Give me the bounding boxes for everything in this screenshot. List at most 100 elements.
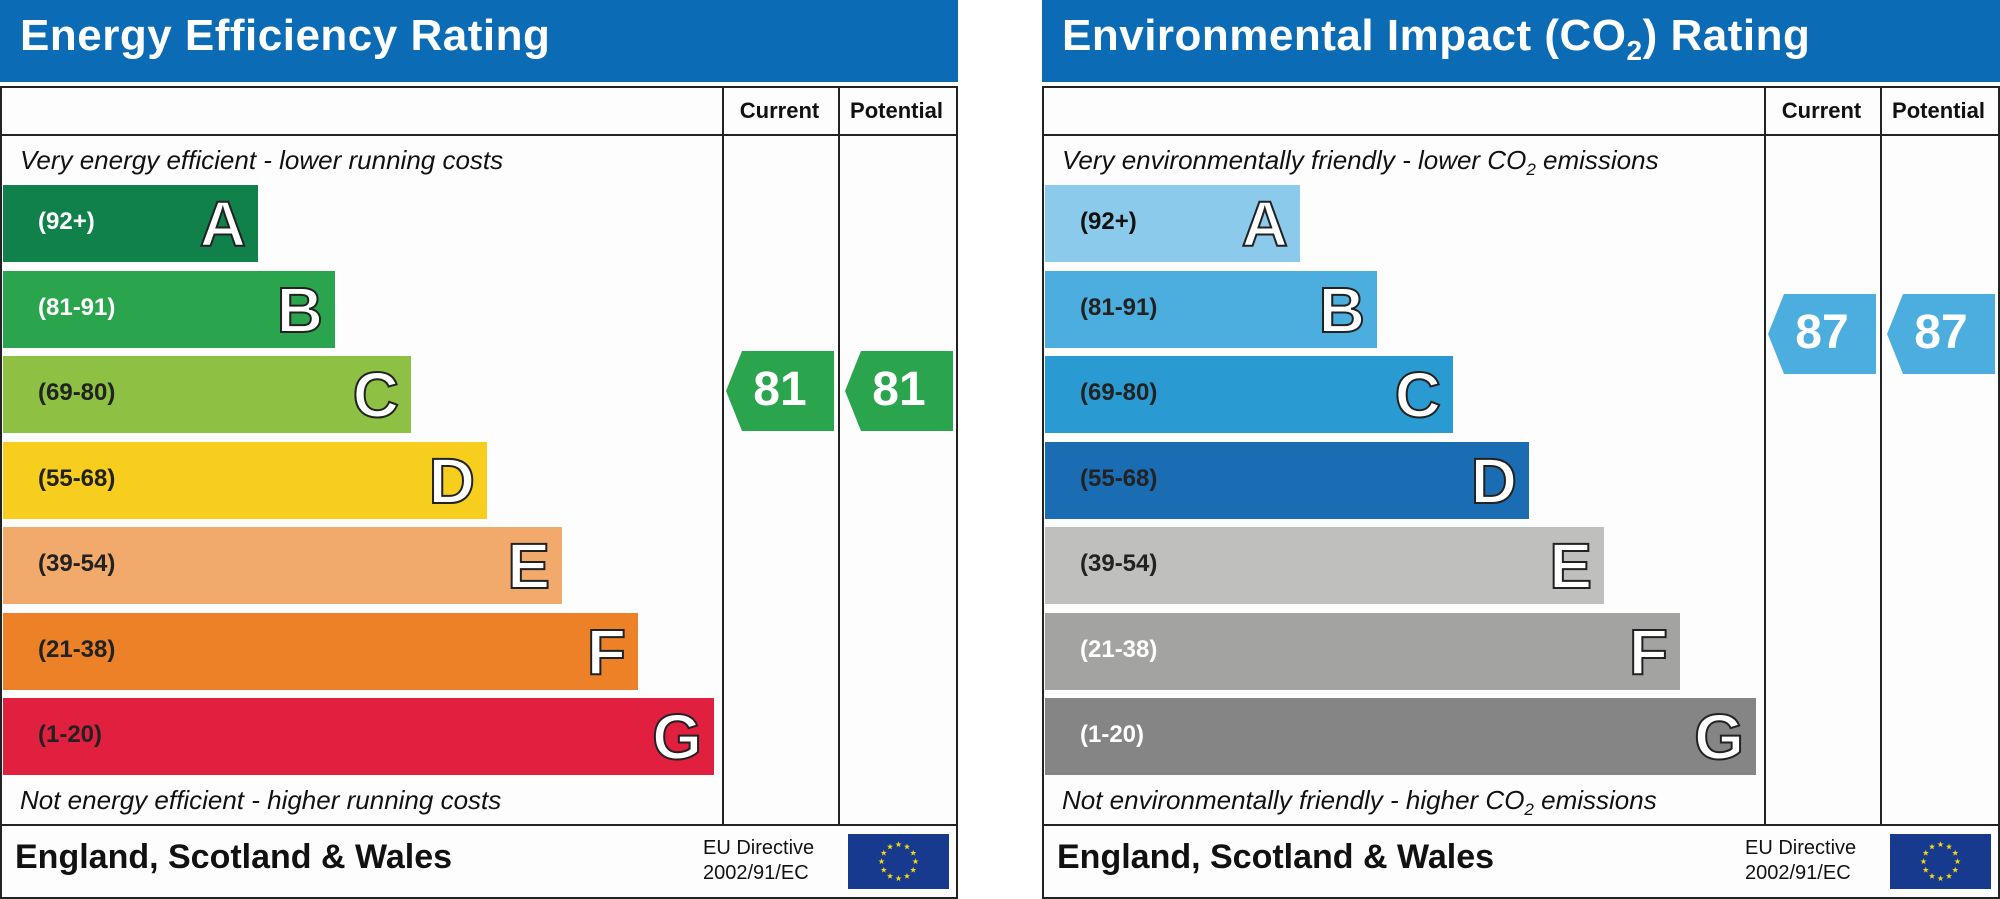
eu-flag-icon	[848, 834, 949, 889]
band-letter: F	[586, 615, 627, 689]
eu-star-icon	[903, 843, 911, 850]
band-letter: B	[276, 273, 324, 347]
band-range-label: (21-38)	[38, 635, 116, 663]
band-letter: C	[352, 358, 400, 432]
band-range-label: (69-80)	[1080, 379, 1158, 406]
eu-star-icon	[878, 858, 885, 865]
band-letter: B	[1318, 273, 1366, 347]
column-header-current: Current	[739, 98, 820, 123]
potential-rating-arrow: 81	[845, 351, 953, 431]
band-d: (55-68) D	[1045, 441, 1529, 519]
eu-star-icon	[1928, 873, 1936, 879]
band-letter: A	[1241, 187, 1289, 261]
band-b: (81-91) B	[1045, 270, 1377, 348]
band-e: (39-54) E	[3, 527, 562, 604]
eu-star-icon	[886, 873, 894, 879]
column-divider	[1880, 86, 1882, 826]
column-header-potential: Potential	[1892, 98, 1985, 123]
potential-rating-value: 87	[1914, 305, 1968, 359]
current-rating-arrow: 81	[726, 351, 834, 431]
band-letter: F	[1628, 615, 1669, 689]
eu-star-icon	[1945, 873, 1953, 879]
bottom-caption: Not environmentally friendly - higher CO…	[1062, 785, 1657, 820]
eu-directive-line1: EU Directive	[1745, 837, 1857, 859]
band-letter: C	[1394, 358, 1442, 432]
title-subscript: 2	[1626, 34, 1643, 66]
potential-rating-value: 81	[872, 363, 926, 416]
eu-star-icon	[1920, 858, 1927, 865]
eu-star-icon	[1937, 841, 1944, 848]
band-letter: E	[1548, 529, 1593, 603]
caption-text: Very environmentally friendly - lower CO	[1062, 145, 1527, 175]
band-f: (21-38) F	[3, 612, 638, 690]
band-e: (39-54) E	[1045, 527, 1604, 604]
band-c: (69-80) C	[1045, 356, 1453, 433]
caption-subscript: 2	[1526, 160, 1536, 180]
rating-arrow-shape	[1768, 293, 1876, 374]
band-range-label: (55-68)	[1080, 464, 1158, 492]
panel-header: Environmental Impact (CO2) Rating	[1042, 0, 2000, 82]
rating-arrow-shape	[845, 351, 953, 431]
band-letter: D	[1470, 444, 1518, 518]
band-c: (69-80) C	[3, 356, 411, 433]
caption-text-suffix: emissions	[1535, 145, 1659, 175]
eu-star-icon	[1954, 858, 1961, 865]
band-range-label: (39-54)	[38, 550, 116, 577]
band-letter: A	[199, 187, 247, 261]
band-letter: G	[651, 700, 703, 774]
eu-directive-text: EU Directive 2002/91/EC	[703, 836, 814, 886]
eu-star-icon	[886, 843, 894, 850]
band-a: (92+) A	[3, 185, 258, 262]
band-g: (1-20) G	[1045, 698, 1756, 775]
eu-directive-line1: EU Directive	[703, 837, 815, 859]
eu-star-icon	[1922, 866, 1929, 873]
caption-text-suffix: emissions	[1533, 785, 1657, 815]
eu-star-icon	[1952, 849, 1959, 856]
band-range-label: (1-20)	[38, 721, 103, 748]
band-range-label: (1-20)	[1080, 721, 1145, 748]
rating-arrow-shape	[1887, 293, 1995, 374]
band-range-label: (21-38)	[1080, 635, 1158, 663]
band-f: (21-38) F	[1045, 612, 1680, 690]
chart-title: Environmental Impact (CO2) Rating	[1062, 11, 1810, 67]
footer-region: England, Scotland & Wales	[15, 838, 453, 876]
column-divider	[722, 86, 724, 826]
band-letter: G	[1693, 700, 1745, 774]
top-caption: Very energy efficient - lower running co…	[20, 145, 504, 175]
footer-divider	[1042, 824, 2000, 826]
caption-text: Not environmentally friendly - higher CO	[1062, 785, 1525, 815]
current-rating-value: 81	[753, 363, 807, 416]
eu-star-icon	[910, 866, 917, 873]
band-range-label: (92+)	[38, 208, 95, 235]
eu-star-icon	[1952, 866, 1959, 873]
band-range-label: (81-91)	[38, 293, 116, 321]
current-rating-value: 87	[1795, 305, 1849, 359]
eu-star-icon	[1922, 849, 1929, 856]
footer-region: England, Scotland & Wales	[1057, 838, 1495, 876]
eu-star-icon	[895, 875, 902, 882]
header-divider	[0, 134, 958, 136]
eu-star-icon	[880, 849, 887, 856]
band-letter: E	[506, 529, 551, 603]
eu-star-icon	[1937, 875, 1944, 882]
footer-divider	[0, 824, 958, 826]
column-divider	[1764, 86, 1766, 826]
title-text: Environmental Impact (CO	[1062, 11, 1627, 60]
band-range-label: (92+)	[1080, 208, 1137, 235]
band-range-label: (39-54)	[1080, 550, 1158, 577]
band-range-label: (69-80)	[38, 379, 116, 406]
eu-directive-line2: 2002/91/EC	[1745, 862, 1851, 884]
rating-arrow-shape	[726, 351, 834, 431]
energy-efficiency-panel: Energy Efficiency Rating Current Potenti…	[0, 0, 958, 899]
eu-flag-icon	[1890, 834, 1991, 889]
eu-directive-text: EU Directive 2002/91/EC	[1745, 836, 1856, 886]
band-d: (55-68) D	[3, 441, 487, 519]
eu-star-icon	[895, 841, 902, 848]
eu-star-icon	[912, 858, 919, 865]
eu-star-icon	[1945, 843, 1953, 850]
top-caption: Very environmentally friendly - lower CO…	[1062, 145, 1659, 180]
band-range-label: (55-68)	[38, 464, 116, 492]
eu-star-icon	[1928, 843, 1936, 850]
band-range-label: (81-91)	[1080, 293, 1158, 321]
chart-title: Energy Efficiency Rating	[20, 11, 551, 60]
